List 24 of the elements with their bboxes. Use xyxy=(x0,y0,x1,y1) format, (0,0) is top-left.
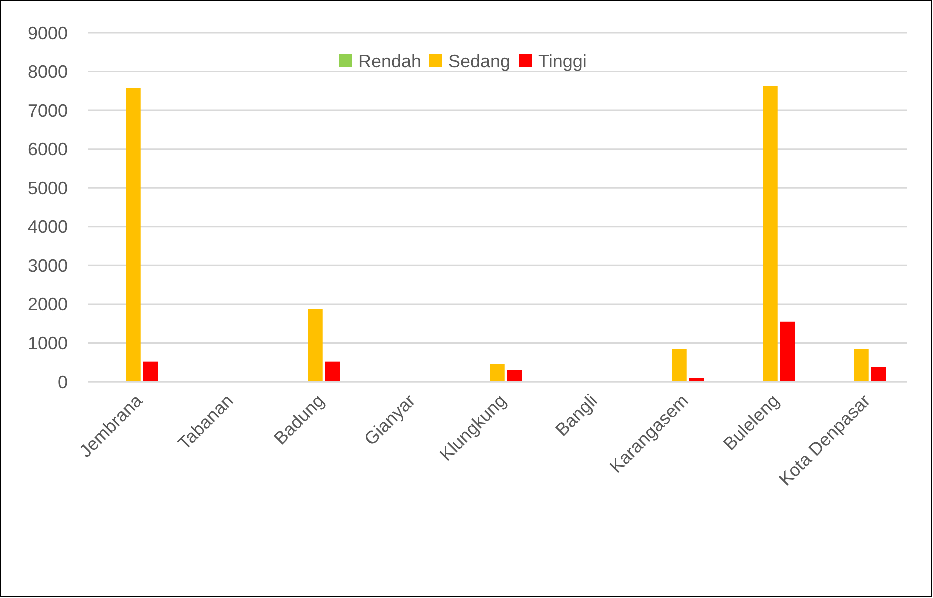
y-tick-label: 7000 xyxy=(28,100,68,121)
bar xyxy=(126,88,141,382)
bar xyxy=(490,364,505,382)
bar xyxy=(308,309,323,382)
bar xyxy=(507,370,522,382)
y-tick-label: 3000 xyxy=(28,256,68,276)
bar xyxy=(143,362,158,382)
bar xyxy=(854,349,869,382)
y-tick-label: 8000 xyxy=(28,62,68,82)
bar xyxy=(871,367,886,382)
y-tick-label: 5000 xyxy=(28,178,68,198)
y-tick-label: 0 xyxy=(58,372,68,392)
legend-label: Rendah xyxy=(358,51,422,72)
y-tick-label: 1000 xyxy=(28,334,68,354)
y-tick-label: 4000 xyxy=(28,217,68,238)
bar xyxy=(780,322,796,382)
y-tick-label: 9000 xyxy=(28,23,68,44)
bar xyxy=(325,362,340,382)
legend-label: Sedang xyxy=(448,51,511,72)
bar xyxy=(672,349,687,382)
y-tick-label: 2000 xyxy=(28,294,68,315)
legend-label: Tinggi xyxy=(538,51,587,72)
y-tick-label: 6000 xyxy=(28,140,68,160)
bar xyxy=(763,86,778,382)
